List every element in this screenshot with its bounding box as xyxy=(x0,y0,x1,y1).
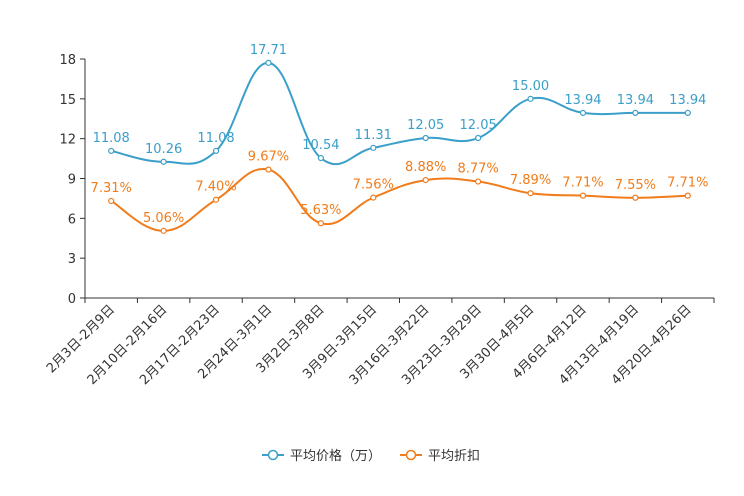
y-tick-label: 6 xyxy=(68,212,76,227)
data-label: 9.67% xyxy=(248,150,289,165)
data-label: 10.26 xyxy=(145,142,182,157)
y-tick-label: 18 xyxy=(59,53,76,68)
data-label: 7.71% xyxy=(562,176,603,191)
legend-marker-icon xyxy=(405,449,417,461)
data-point[interactable] xyxy=(108,197,115,205)
y-tick-label: 3 xyxy=(68,252,76,267)
legend-label: 平均折扣 xyxy=(428,449,480,464)
series-average-price: 11.08 10.26 11.08 17.71 10.54 11.31 12.05 12.05… xyxy=(93,43,706,166)
legend: 平均价格（万） 平均折扣 xyxy=(262,448,480,464)
data-label: 7.56% xyxy=(353,178,394,193)
data-label: 13.94 xyxy=(617,93,654,108)
data-point[interactable] xyxy=(212,147,220,154)
data-point[interactable] xyxy=(160,158,167,165)
data-label: 7.89% xyxy=(510,173,551,188)
data-point[interactable] xyxy=(475,178,482,185)
data-label: 5.06% xyxy=(143,211,184,226)
data-label: 8.77% xyxy=(457,162,498,177)
series-average-discount: 7.31% 5.06% 7.40% 9.67% 5.63% 7.56% 8.88% 8.77%… xyxy=(91,150,708,234)
legend-marker-icon xyxy=(267,449,279,461)
data-point[interactable] xyxy=(527,190,534,197)
data-point[interactable] xyxy=(475,134,482,142)
data-point[interactable] xyxy=(317,154,324,162)
legend-item-average-discount[interactable]: 平均折扣 xyxy=(400,449,480,464)
data-point[interactable] xyxy=(422,134,429,142)
legend-item-average-price[interactable]: 平均价格（万） xyxy=(262,448,381,464)
data-point[interactable] xyxy=(317,220,324,227)
data-label: 10.54 xyxy=(302,138,339,153)
data-point[interactable] xyxy=(212,196,220,203)
y-tick-label: 15 xyxy=(59,93,76,108)
data-label: 7.40% xyxy=(195,180,236,195)
series-layer: 11.08 10.26 11.08 17.71 10.54 11.31 12.05 12.05… xyxy=(91,43,708,234)
data-point[interactable] xyxy=(265,59,272,66)
data-point[interactable] xyxy=(527,95,534,102)
data-point[interactable] xyxy=(370,194,377,201)
data-label: 12.05 xyxy=(407,118,444,133)
data-label: 5.63% xyxy=(300,203,341,218)
data-label: 8.88% xyxy=(405,160,446,175)
y-tick-label: 0 xyxy=(68,292,76,307)
data-point[interactable] xyxy=(684,192,691,199)
data-label: 12.05 xyxy=(460,118,497,133)
legend-label: 平均价格（万） xyxy=(290,448,381,464)
data-point[interactable] xyxy=(579,109,587,117)
data-point[interactable] xyxy=(684,109,691,117)
data-label: 13.94 xyxy=(669,93,706,108)
data-label: 7.31% xyxy=(91,181,132,196)
data-point[interactable] xyxy=(632,109,639,117)
data-point[interactable] xyxy=(370,144,377,151)
data-point[interactable] xyxy=(265,166,272,173)
series-line xyxy=(110,61,688,166)
data-label: 11.08 xyxy=(197,131,234,146)
data-label: 11.31 xyxy=(355,128,392,143)
data-point[interactable] xyxy=(579,192,587,199)
data-label: 13.94 xyxy=(564,93,601,108)
y-tick-label: 9 xyxy=(68,173,76,188)
data-point[interactable] xyxy=(160,227,167,234)
data-point[interactable] xyxy=(108,147,115,154)
data-point[interactable] xyxy=(632,194,639,201)
data-label: 7.55% xyxy=(615,178,656,193)
data-label: 15.00 xyxy=(512,79,549,94)
data-label: 17.71 xyxy=(250,43,287,58)
y-tick-label: 12 xyxy=(59,133,76,148)
data-point[interactable] xyxy=(422,176,429,184)
data-label: 11.08 xyxy=(93,131,130,146)
data-label: 7.71% xyxy=(667,176,708,191)
